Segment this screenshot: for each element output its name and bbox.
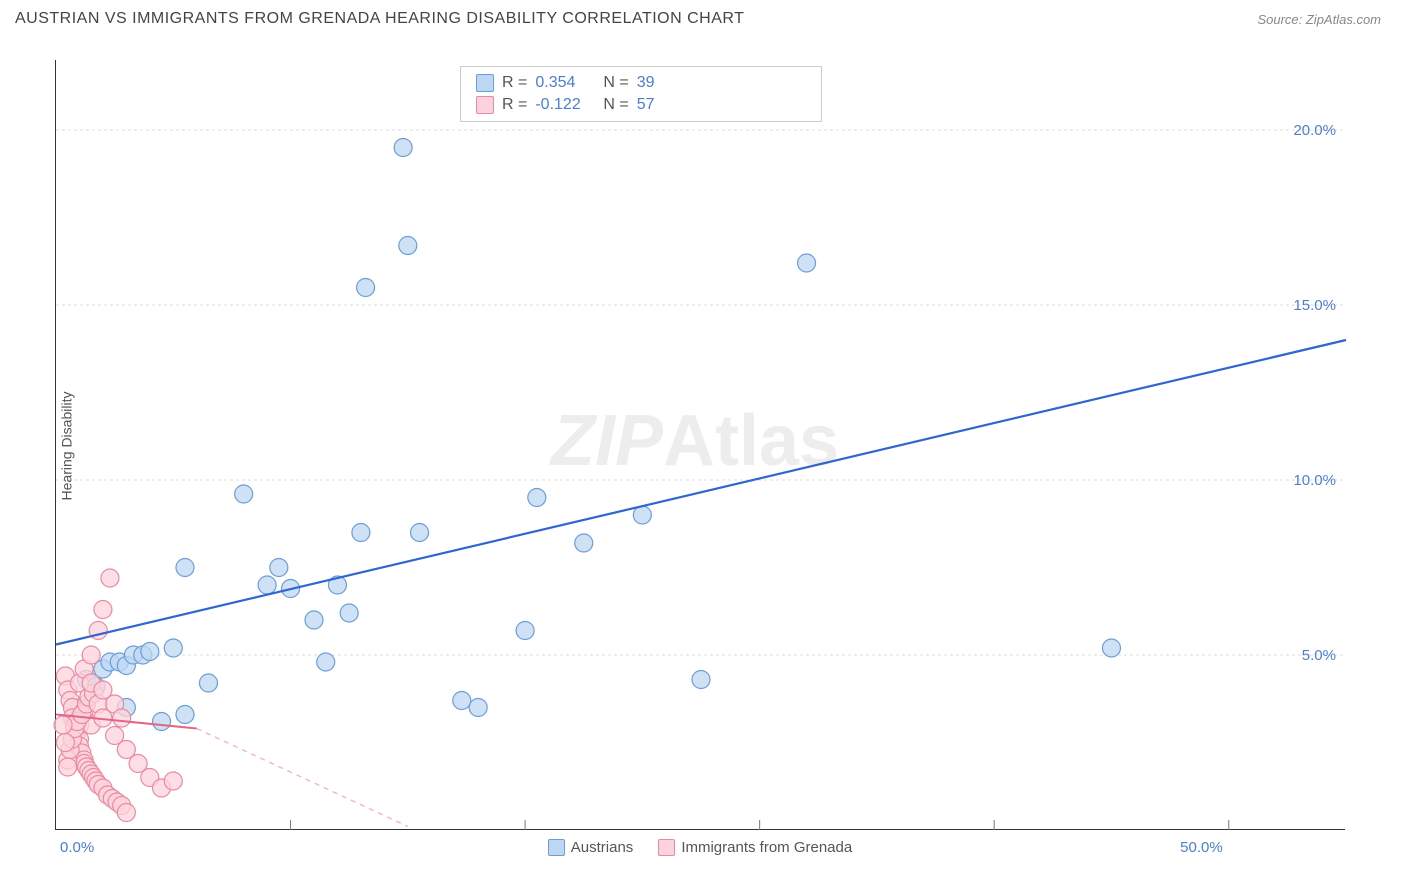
point-austrians <box>1102 639 1120 657</box>
point-austrians <box>199 674 217 692</box>
y-tick-label: 5.0% <box>1302 647 1336 664</box>
point-austrians <box>469 699 487 717</box>
point-austrians <box>352 524 370 542</box>
point-austrians <box>798 254 816 272</box>
r-label: R = <box>502 96 527 114</box>
point-grenada <box>94 601 112 619</box>
plot-svg: 5.0%10.0%15.0%20.0%0.0%50.0% <box>56 60 1346 830</box>
source-attribution: Source: ZipAtlas.com <box>1257 12 1381 27</box>
point-austrians <box>453 692 471 710</box>
point-grenada <box>101 569 119 587</box>
legend-swatch <box>548 839 565 856</box>
plot-area: 5.0%10.0%15.0%20.0%0.0%50.0% ZIPAtlas <box>55 60 1345 830</box>
n-value: 57 <box>637 96 655 114</box>
trend-line-dashed <box>197 729 408 827</box>
point-austrians <box>399 237 417 255</box>
n-value: 39 <box>637 74 655 92</box>
legend-label: Immigrants from Grenada <box>681 839 852 856</box>
point-austrians <box>164 639 182 657</box>
point-austrians <box>270 559 288 577</box>
legend-label: Austrians <box>571 839 634 856</box>
y-tick-label: 20.0% <box>1293 122 1336 139</box>
r-value: 0.354 <box>535 74 595 92</box>
point-austrians <box>176 559 194 577</box>
point-grenada <box>56 734 74 752</box>
point-austrians <box>317 653 335 671</box>
point-grenada <box>113 709 131 727</box>
point-austrians <box>235 485 253 503</box>
point-austrians <box>340 604 358 622</box>
point-austrians <box>141 643 159 661</box>
y-tick-label: 15.0% <box>1293 297 1336 314</box>
r-value: -0.122 <box>535 96 595 114</box>
point-grenada <box>117 804 135 822</box>
point-grenada <box>164 772 182 790</box>
point-austrians <box>516 622 534 640</box>
stats-legend-row: R = -0.122 N = 57 <box>476 94 806 116</box>
point-austrians <box>153 713 171 731</box>
point-austrians <box>411 524 429 542</box>
legend-swatch <box>476 74 494 92</box>
r-label: R = <box>502 74 527 92</box>
point-austrians <box>528 489 546 507</box>
point-austrians <box>692 671 710 689</box>
y-tick-label: 10.0% <box>1293 472 1336 489</box>
stats-legend-row: R = 0.354 N = 39 <box>476 72 806 94</box>
n-label: N = <box>603 96 628 114</box>
legend-item: Immigrants from Grenada <box>658 839 852 856</box>
chart-container: AUSTRIAN VS IMMIGRANTS FROM GRENADA HEAR… <box>0 0 1406 892</box>
legend-swatch <box>476 96 494 114</box>
point-austrians <box>305 611 323 629</box>
point-austrians <box>575 534 593 552</box>
point-grenada <box>82 646 100 664</box>
legend-item: Austrians <box>548 839 634 856</box>
series-legend: Austrians Immigrants from Grenada <box>55 832 1345 862</box>
point-austrians <box>176 706 194 724</box>
point-austrians <box>258 576 276 594</box>
point-grenada <box>59 758 77 776</box>
legend-swatch <box>658 839 675 856</box>
y-axis-label: Hearing Disability <box>58 392 74 501</box>
chart-title: AUSTRIAN VS IMMIGRANTS FROM GRENADA HEAR… <box>15 10 744 28</box>
point-austrians <box>357 279 375 297</box>
point-austrians <box>394 139 412 157</box>
point-grenada <box>54 716 72 734</box>
stats-legend: R = 0.354 N = 39 R = -0.122 N = 57 <box>460 66 822 122</box>
n-label: N = <box>603 74 628 92</box>
